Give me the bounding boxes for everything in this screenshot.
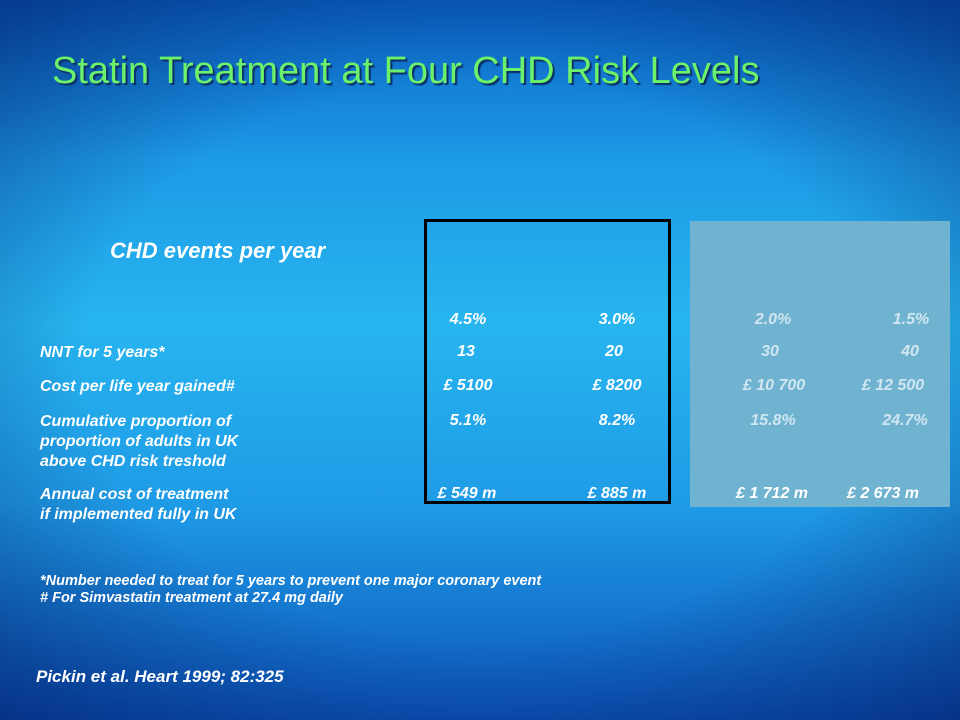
annual-cost-value-2: £ 885 m: [587, 485, 647, 502]
cost-value-1: £ 5100: [443, 377, 493, 394]
cumulative-value-2: 8.2%: [598, 412, 636, 429]
row-label-cumulative-line-2: proportion of adults in UK: [40, 433, 239, 450]
row-label-nnt: NNT for 5 years*: [40, 344, 165, 361]
nnt-value-4: 40: [901, 343, 919, 360]
nnt-value-3: 30: [761, 343, 779, 360]
nnt-value-1: 13: [457, 343, 475, 360]
highlight-panel-low-risk: [690, 221, 950, 507]
cumulative-value-3: 15.8%: [750, 412, 796, 429]
annual-cost-value-4: £ 2 673 m: [846, 485, 920, 502]
slide-title: Statin Treatment at Four CHD Risk Levels: [52, 50, 760, 92]
highlight-outline-high-risk: [424, 219, 671, 504]
column-header-4: 1.5%: [892, 311, 930, 328]
cost-value-3: £ 10 700: [742, 377, 806, 394]
events-heading: CHD events per year: [110, 238, 326, 263]
cumulative-value-4: 24.7%: [882, 412, 928, 429]
row-label-cost-per-life-year: Cost per life year gained#: [40, 378, 235, 395]
footnote-nnt: *Number needed to treat for 5 years to p…: [40, 573, 542, 589]
column-header-2: 3.0%: [598, 311, 636, 328]
cost-value-4: £ 12 500: [861, 377, 925, 394]
citation: Pickin et al. Heart 1999; 82:325: [36, 667, 284, 686]
nnt-value-2: 20: [605, 343, 623, 360]
footnote-simvastatin: # For Simvastatin treatment at 27.4 mg d…: [40, 590, 343, 606]
row-label-cumulative-line-1: Cumulative proportion of: [40, 413, 232, 430]
row-label-annual-cost-line-2: if implemented fully in UK: [40, 506, 237, 523]
column-header-1: 4.5%: [449, 311, 487, 328]
cumulative-value-1: 5.1%: [449, 412, 487, 429]
annual-cost-value-1: £ 549 m: [437, 485, 497, 502]
column-header-3: 2.0%: [754, 311, 792, 328]
annual-cost-value-3: £ 1 712 m: [735, 485, 809, 502]
row-label-cumulative-line-3: above CHD risk treshold: [40, 453, 226, 470]
cost-value-2: £ 8200: [592, 377, 642, 394]
row-label-annual-cost-line-1: Annual cost of treatment: [40, 486, 229, 503]
